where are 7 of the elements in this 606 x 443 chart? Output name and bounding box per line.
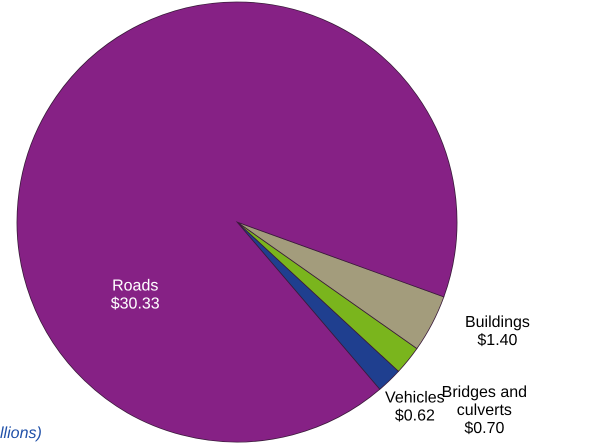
slice-label: Roads: [112, 278, 158, 295]
data-label: $0.70: [464, 420, 504, 437]
data-label: $30.33: [110, 296, 160, 313]
text: llions): [0, 425, 42, 442]
slice-label: Buildings: [464, 314, 530, 332]
data-label: $0.62: [394, 408, 435, 425]
data-label: $1.40: [477, 332, 518, 350]
